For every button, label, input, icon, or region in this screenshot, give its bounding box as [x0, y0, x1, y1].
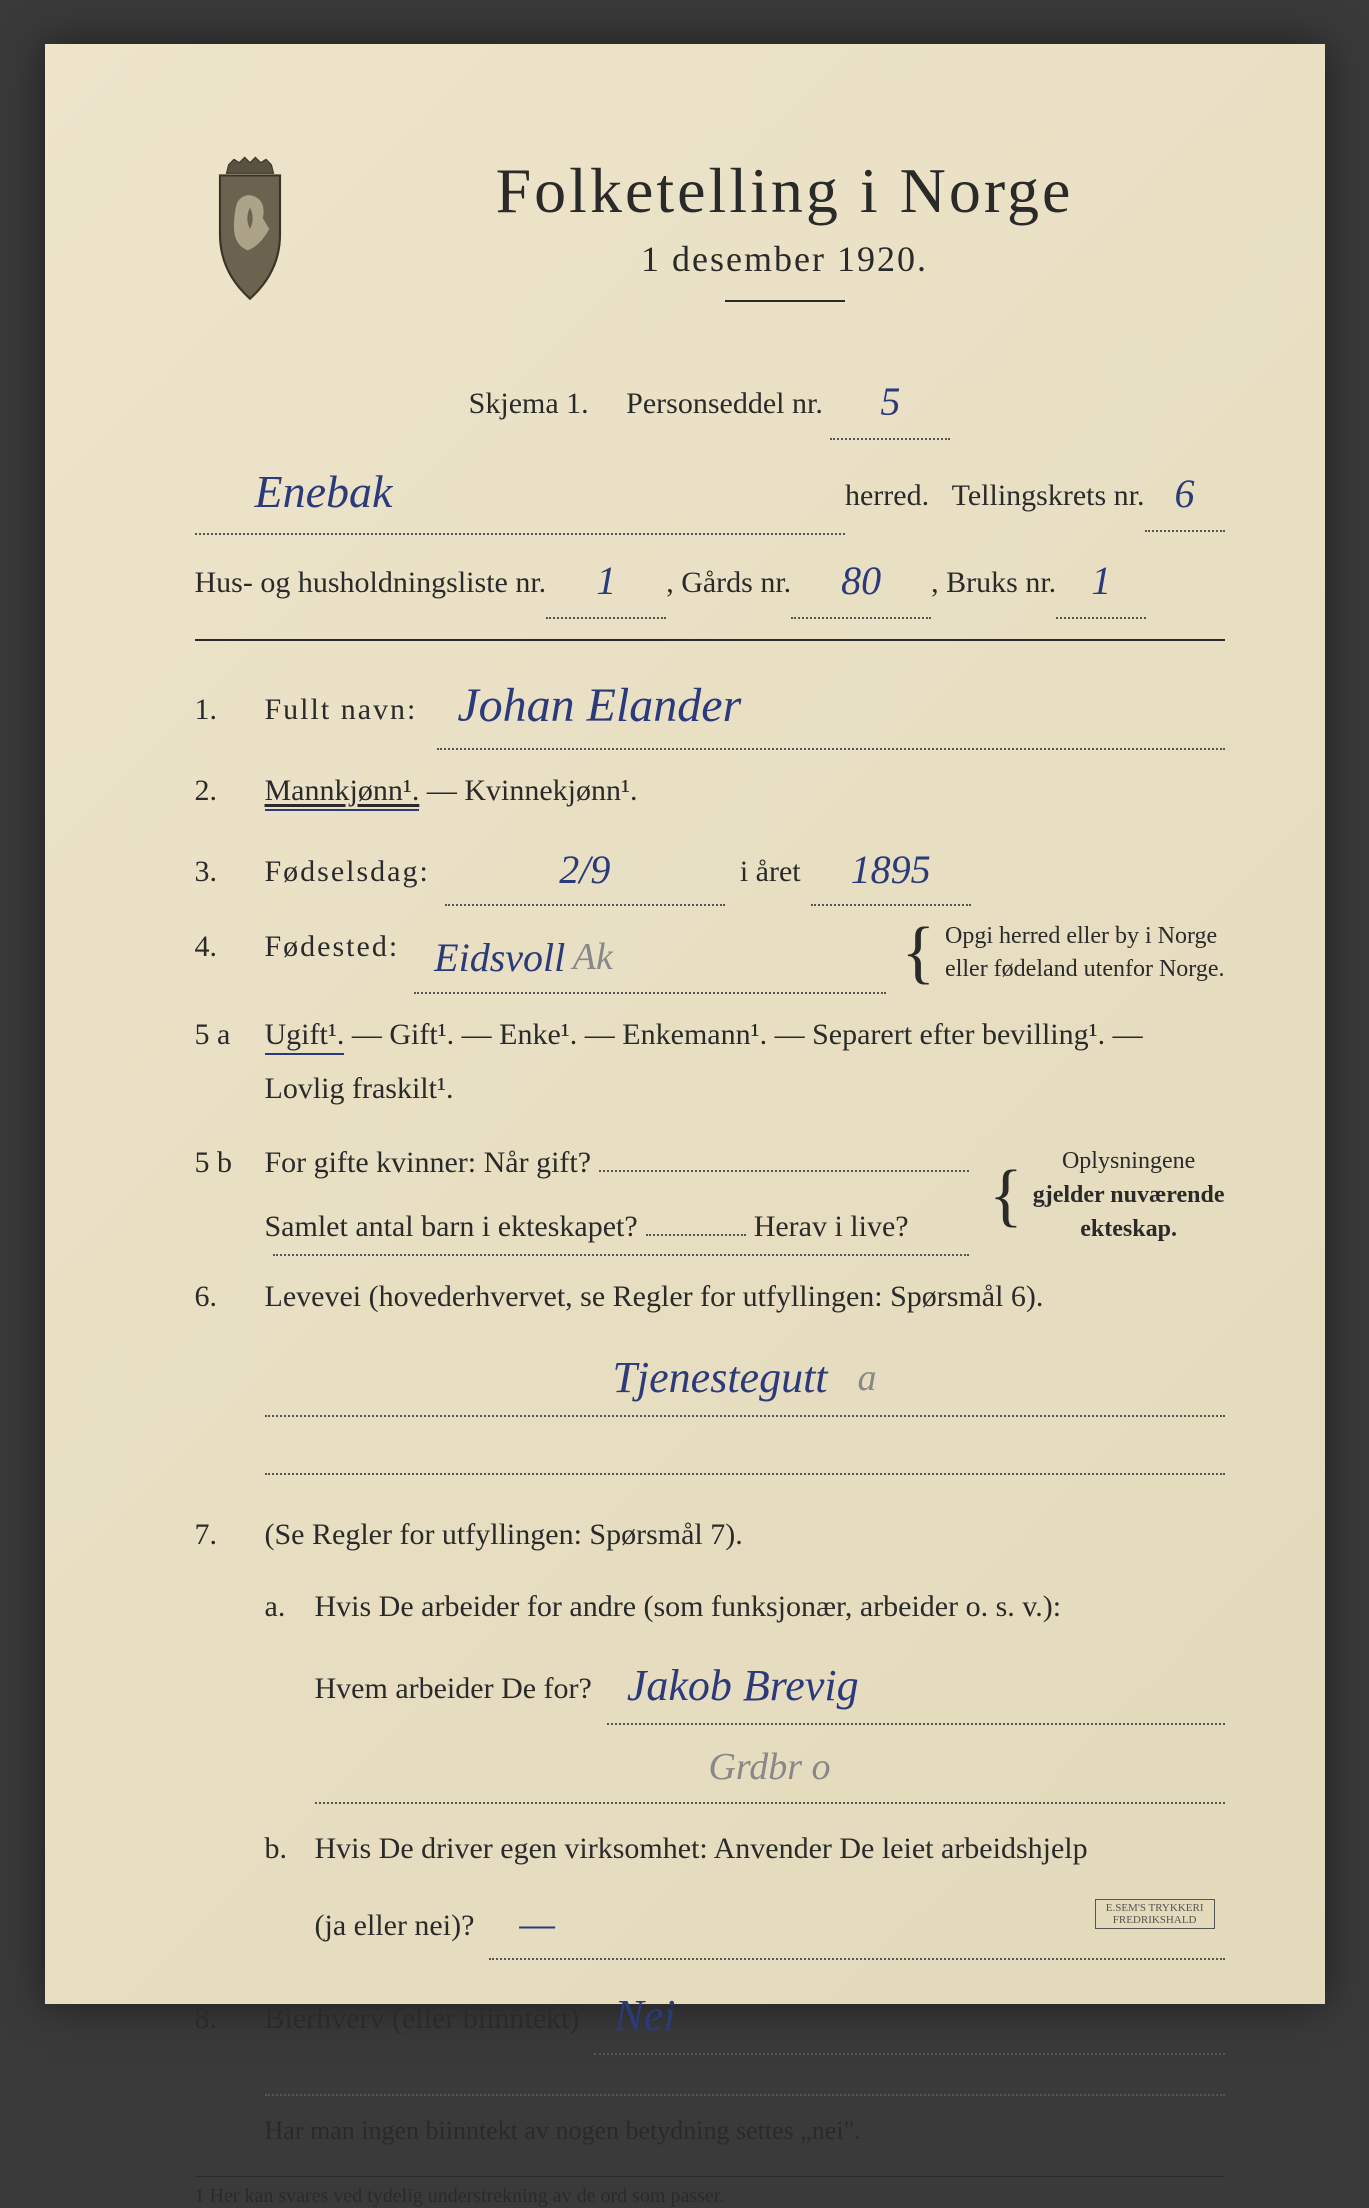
- hus-line: Hus- og husholdningsliste nr. 1 , Gårds …: [195, 541, 1225, 619]
- q5b-side3: ekteskap.: [1080, 1216, 1177, 1242]
- form-title: Folketelling i Norge: [345, 154, 1225, 228]
- q7a-value: Jakob Brevig: [627, 1661, 859, 1710]
- q7-num: 7.: [195, 1508, 265, 1562]
- herred-value: Enebak: [255, 466, 393, 517]
- q5a-num: 5 a: [195, 1008, 265, 1062]
- q4-value: Eidsvoll: [434, 935, 565, 980]
- q7-label: (Se Regler for utfyllingen: Spørsmål 7).: [265, 1518, 743, 1551]
- q7a-num: a.: [265, 1580, 315, 1634]
- printer-stamp: E.SEM'S TRYKKERI FREDRIKSHALD: [1095, 1899, 1215, 1929]
- q2-num: 2.: [195, 764, 265, 818]
- bruks-label: , Bruks nr.: [931, 554, 1056, 611]
- printer-line2: FREDRIKSHALD: [1106, 1914, 1204, 1926]
- q8-num: 8.: [195, 1992, 265, 2046]
- q8-row: 8. Bierhverv (eller biinntekt) Nei: [195, 1974, 1225, 2055]
- q4-side-brace: { Opgi herred eller by i Norge eller fød…: [901, 920, 1224, 987]
- q7b-num: b.: [265, 1822, 315, 1876]
- q3-label: Fødselsdag:: [265, 845, 430, 899]
- q4-side2: eller fødeland utenfor Norge.: [945, 953, 1224, 987]
- q7b-label2: (ja eller nei)?: [315, 1899, 475, 1953]
- q6-label: Levevei (hovederhvervet, se Regler for u…: [265, 1280, 1044, 1313]
- tellingskrets-label: Tellingskrets nr.: [952, 467, 1145, 524]
- q5b-num: 5 b: [195, 1136, 265, 1190]
- personseddel-nr: 5: [880, 379, 900, 424]
- tellingskrets-nr: 6: [1175, 471, 1195, 516]
- q2-dash: —: [427, 774, 465, 807]
- q2-opt1: Mannkjønn¹.: [265, 774, 420, 811]
- section-divider: [195, 639, 1225, 641]
- hus-nr: 1: [596, 558, 616, 603]
- note-text: Har man ingen biinntekt av nogen betydni…: [265, 2116, 1225, 2146]
- herred-line: Enebak herred. Tellingskrets nr. 6: [195, 446, 1225, 535]
- q1-value: Johan Elander: [457, 679, 741, 732]
- gaards-label: , Gårds nr.: [666, 554, 791, 611]
- title-divider: [725, 300, 845, 302]
- q1-label: Fullt navn:: [265, 683, 418, 737]
- q5b-label3: Herav i live?: [754, 1200, 909, 1254]
- q6-num: 6.: [195, 1270, 265, 1324]
- q6-pencil: a: [858, 1357, 877, 1399]
- q8-value: Nei: [614, 1991, 675, 2040]
- q1-row: 1. Fullt navn: Johan Elander: [195, 661, 1225, 749]
- q5b-side1: Oplysningene: [1033, 1145, 1225, 1179]
- printer-line1: E.SEM'S TRYKKERI: [1106, 1902, 1204, 1914]
- q5a-opt6: Lovlig fraskilt¹.: [265, 1072, 454, 1105]
- q8-label: Bierhverv (eller biinntekt): [265, 1992, 580, 2046]
- form-subtitle: 1 desember 1920.: [345, 238, 1225, 280]
- q7a-label2: Hvem arbeider De for?: [315, 1662, 592, 1716]
- q5a-opt1: Ugift¹.: [265, 1018, 345, 1055]
- q3-row: 3. Fødselsdag: 2/9 i året 1895: [195, 832, 1225, 906]
- hus-label: Hus- og husholdningsliste nr.: [195, 554, 547, 611]
- q2-row: 2. Mannkjønn¹. — Kvinnekjønn¹.: [195, 764, 1225, 818]
- q3-day: 2/9: [559, 847, 610, 892]
- q6-row: 6. Levevei (hovederhvervet, se Regler fo…: [195, 1270, 1225, 1483]
- q1-num: 1.: [195, 683, 265, 737]
- q3-year-label: i året: [740, 845, 801, 899]
- census-form-page: Folketelling i Norge 1 desember 1920. Sk…: [45, 44, 1325, 2004]
- q4-side1: Opgi herred eller by i Norge: [945, 920, 1224, 954]
- coat-of-arms-icon: [195, 154, 305, 304]
- gaards-nr: 80: [841, 558, 881, 603]
- q5b-side-brace: { Oplysningene gjelder nuværende ekteska…: [989, 1145, 1224, 1246]
- q5b-label1: For gifte kvinner: Når gift?: [265, 1136, 592, 1190]
- q5a-row: 5 a Ugift¹. — Gift¹. — Enke¹. — Enkemann…: [195, 1008, 1225, 1116]
- q5b-label2: Samlet antal barn i ekteskapet?: [265, 1200, 638, 1254]
- herred-label: herred.: [845, 467, 929, 524]
- title-block: Folketelling i Norge 1 desember 1920.: [345, 154, 1225, 332]
- skjema-label: Skjema 1.: [469, 387, 589, 420]
- q5a-opt5: Separert efter bevilling¹.: [812, 1018, 1105, 1051]
- q5a-opt2: Gift¹.: [389, 1018, 454, 1051]
- q3-num: 3.: [195, 845, 265, 899]
- q4-pencil: Ak: [573, 936, 613, 978]
- bruks-nr: 1: [1091, 558, 1111, 603]
- q3-year: 1895: [851, 847, 931, 892]
- personseddel-label: Personseddel nr.: [626, 387, 823, 420]
- q4-label: Fødested:: [265, 920, 400, 974]
- form-header: Folketelling i Norge 1 desember 1920.: [195, 154, 1225, 332]
- q4-num: 4.: [195, 920, 265, 974]
- q4-row: 4. Fødested: Eidsvoll Ak { Opgi herred e…: [195, 920, 1225, 994]
- q5a-opt4: Enkemann¹.: [622, 1018, 767, 1051]
- q5b-side2: gjelder nuværende: [1033, 1182, 1225, 1208]
- skjema-line: Skjema 1. Personseddel nr. 5: [195, 362, 1225, 440]
- q2-opt2: Kvinnekjønn¹.: [464, 774, 637, 807]
- q7a-label: Hvis De arbeider for andre (som funksjon…: [315, 1580, 1062, 1634]
- q6-value: Tjenestegutt: [612, 1353, 827, 1402]
- footnote: 1 Her kan svares ved tydelig understrekn…: [195, 2176, 1225, 2208]
- q7-row: 7. (Se Regler for utfyllingen: Spørsmål …: [195, 1508, 1225, 1960]
- q7a-pencil: Grdbr o: [708, 1746, 830, 1788]
- q5b-row: 5 b For gifte kvinner: Når gift? Samlet …: [195, 1136, 1225, 1256]
- q7b-label: Hvis De driver egen virksomhet: Anvender…: [315, 1822, 1088, 1876]
- q7b-value: —: [519, 1901, 555, 1946]
- q5a-opt3: Enke¹.: [499, 1018, 577, 1051]
